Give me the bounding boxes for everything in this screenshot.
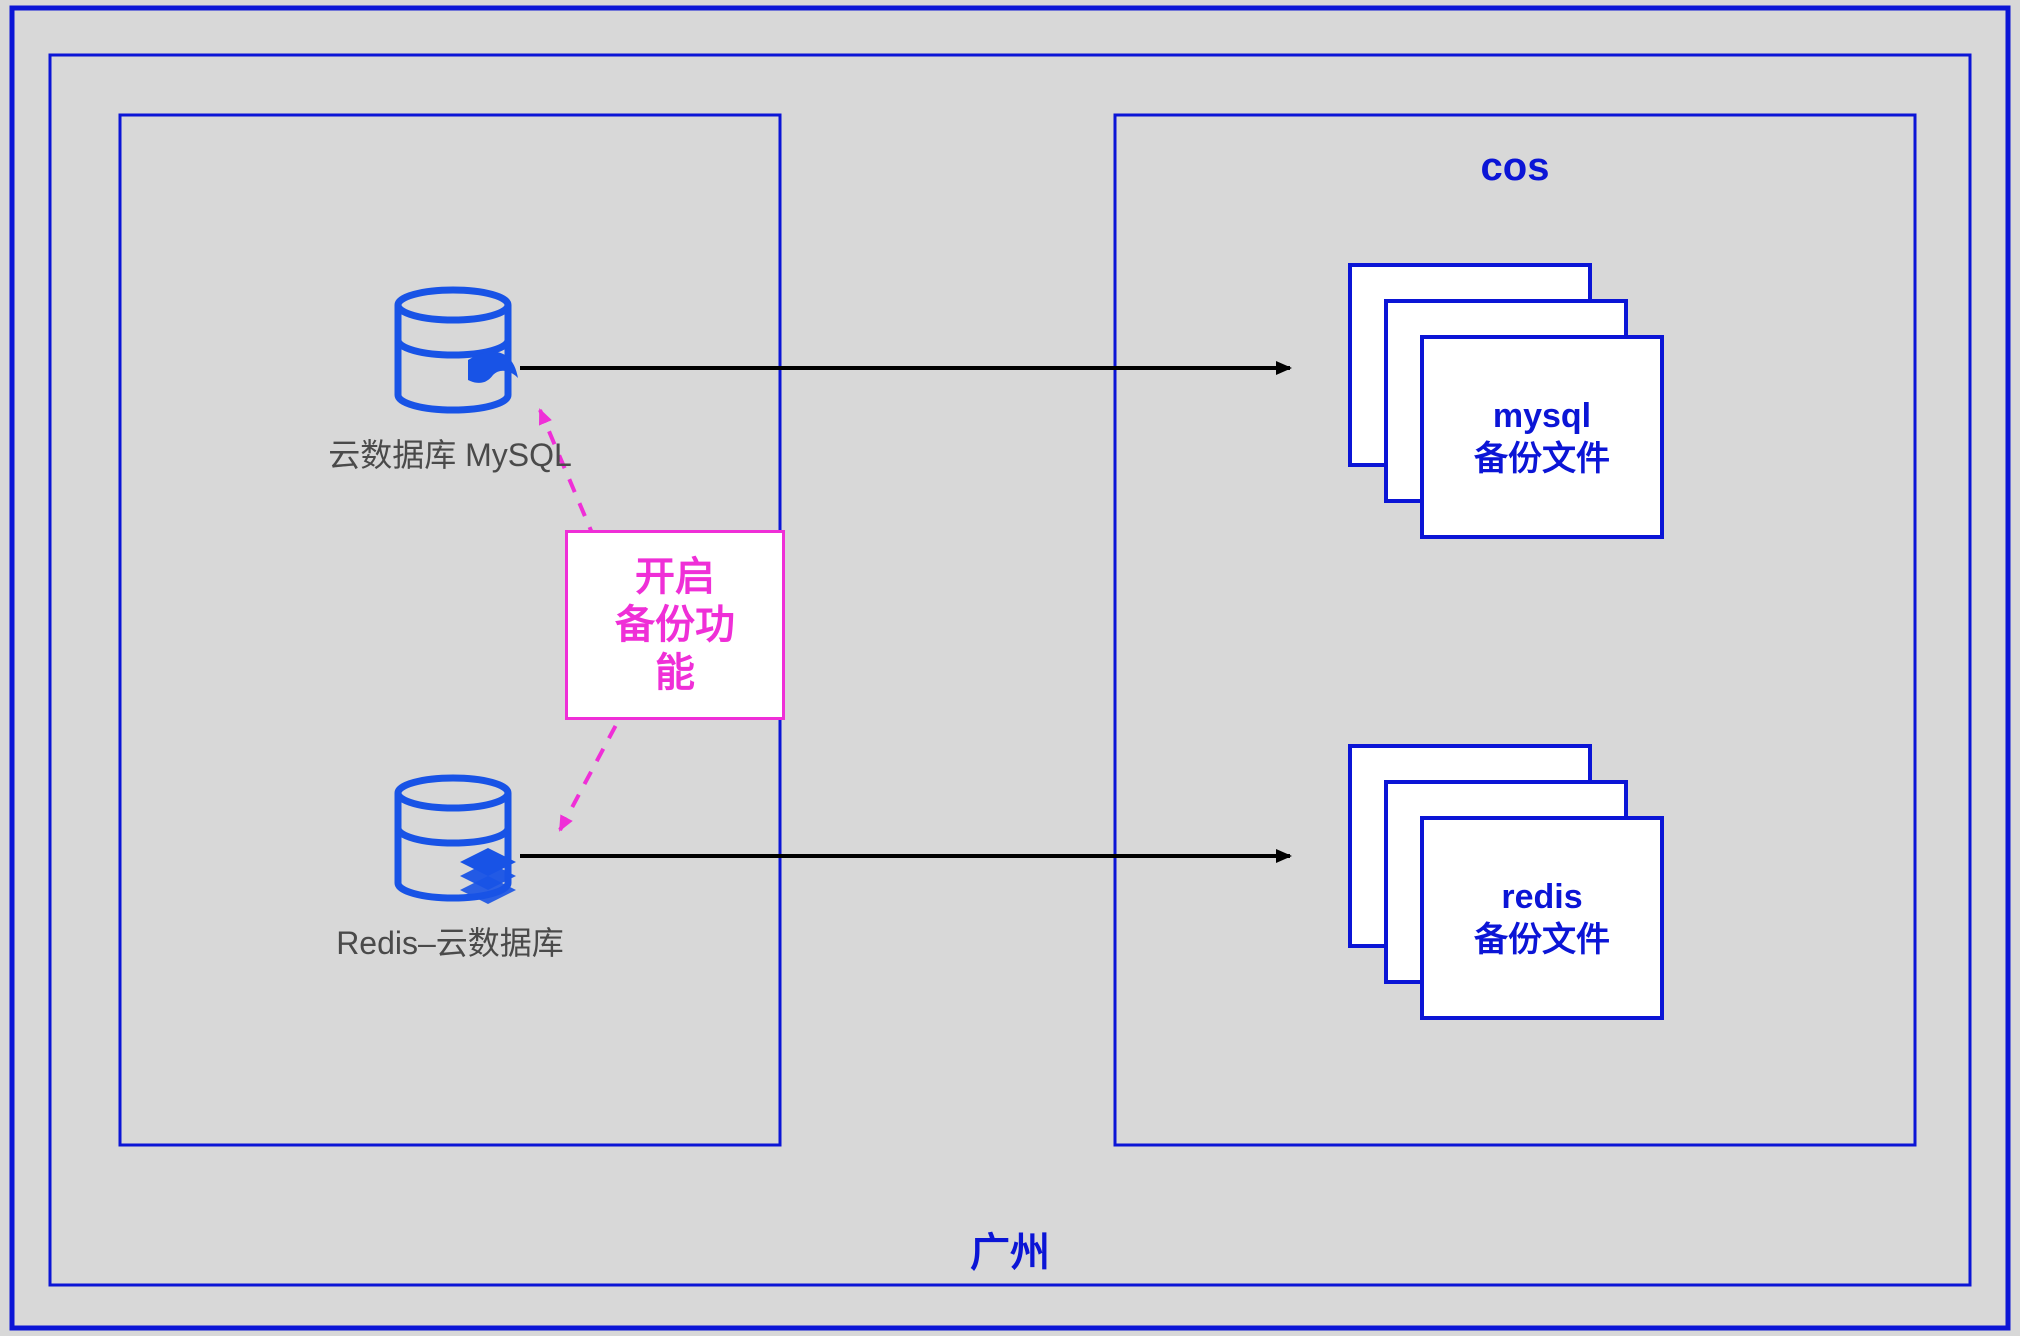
redis-file-label: redis 备份文件 [1422, 876, 1662, 961]
region-label: 广州 [50, 1220, 1970, 1278]
region-border [50, 55, 1970, 1285]
backup-callout: 开启 备份功能 [565, 530, 785, 720]
redis-file-line2: 备份文件 [1474, 921, 1610, 959]
cos-title: cos [1115, 145, 1915, 190]
mysql-label: 云数据库 MySQL [300, 430, 600, 476]
redis-db-icon [398, 778, 516, 904]
callout-line2: 备份功能 [615, 603, 735, 695]
callout-line1: 开启 [635, 555, 715, 599]
redis-file-line1: redis [1501, 878, 1582, 916]
diagram-stage: cos 云数据库 MySQL Redis–云数据库 mysql 备份文件 red… [0, 0, 2020, 1336]
redis-label: Redis–云数据库 [300, 918, 600, 964]
diagram-svg [0, 0, 2020, 1336]
mysql-db-icon [398, 290, 518, 410]
mysql-file-line1: mysql [1493, 397, 1591, 435]
outer-border [12, 8, 2008, 1328]
mysql-file-label: mysql 备份文件 [1422, 395, 1662, 480]
mysql-file-line2: 备份文件 [1474, 440, 1610, 478]
